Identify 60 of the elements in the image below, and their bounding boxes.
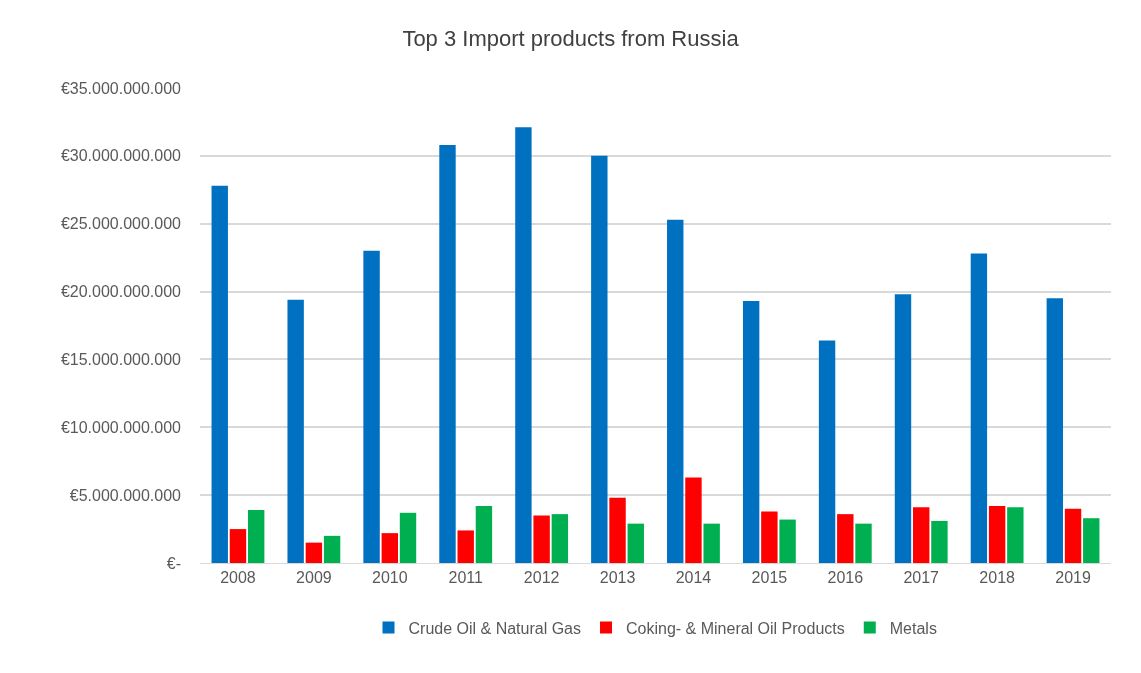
bar — [399, 512, 417, 563]
bar — [323, 535, 341, 563]
y-tick-label: €- — [166, 554, 181, 572]
legend-label: Metals — [889, 619, 937, 637]
bar — [988, 506, 1006, 563]
x-tick-label: 2018 — [979, 569, 1016, 587]
bar — [229, 529, 247, 563]
x-tick-label: 2014 — [675, 569, 712, 587]
x-tick-label: 2013 — [599, 569, 636, 587]
bar — [667, 219, 684, 563]
bar — [475, 506, 493, 563]
bar — [609, 497, 626, 563]
x-tick-label: 2010 — [371, 569, 408, 587]
bar — [742, 301, 760, 563]
bar — [1064, 508, 1082, 563]
bar — [287, 299, 304, 563]
x-tick-label: 2012 — [523, 569, 560, 587]
bar — [533, 515, 550, 563]
chart-title: Top 3 Import products from Russia — [402, 25, 740, 51]
bar — [685, 477, 702, 563]
x-tick-label: 2016 — [827, 569, 864, 587]
y-tick-label: €25.000.000.000 — [60, 215, 182, 233]
bar — [1046, 298, 1064, 563]
bar — [818, 340, 836, 563]
bar — [703, 523, 720, 563]
bar — [931, 520, 948, 563]
x-tick-label: 2009 — [296, 569, 332, 587]
bar — [913, 507, 930, 563]
bar — [591, 155, 608, 563]
bar — [363, 250, 380, 563]
bar — [457, 530, 474, 563]
bar — [381, 533, 398, 563]
x-tick-label: 2017 — [903, 569, 940, 587]
bar — [305, 542, 323, 563]
x-tick-label: 2008 — [220, 569, 256, 587]
bar — [761, 511, 778, 563]
y-tick-label: €5.000.000.000 — [69, 486, 182, 504]
bar — [551, 514, 569, 563]
x-tick-label: 2011 — [448, 569, 484, 587]
bar — [779, 519, 796, 563]
bar — [1007, 507, 1024, 563]
bar — [515, 127, 532, 563]
bar — [627, 523, 644, 563]
x-tick-label: 2019 — [1055, 569, 1091, 587]
y-tick-label: €35.000.000.000 — [60, 79, 182, 97]
bar — [1083, 518, 1100, 563]
legend-label: Crude Oil & Natural Gas — [408, 619, 582, 637]
bar — [211, 185, 228, 563]
bar — [970, 253, 988, 563]
bar — [439, 145, 456, 563]
y-tick-label: €10.000.000.000 — [60, 418, 182, 436]
legend-label: Coking- & Mineral Oil Products — [626, 619, 845, 637]
y-tick-label: €30.000.000.000 — [60, 147, 182, 165]
x-tick-label: 2015 — [751, 569, 788, 587]
bar — [894, 294, 912, 563]
y-tick-label: €20.000.000.000 — [60, 283, 182, 301]
bar — [837, 514, 854, 563]
bar — [855, 523, 872, 563]
bar — [247, 510, 265, 563]
y-tick-label: €15.000.000.000 — [60, 351, 182, 369]
